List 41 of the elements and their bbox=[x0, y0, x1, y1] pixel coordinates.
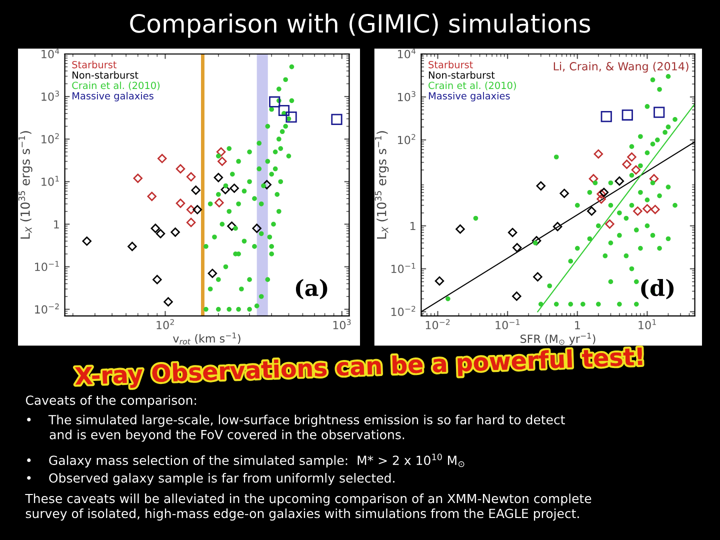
y-tick-label: 1 bbox=[410, 222, 416, 230]
text: Crain et al. (2010) bbox=[72, 82, 160, 90]
annotation: Li, Crain, & Wang (2014) bbox=[554, 62, 688, 73]
text: • Observed galaxy sample is far from uniformly selected. bbox=[27, 473, 394, 486]
x-tick-label: 10$^{1}$ bbox=[638, 319, 656, 330]
text: These caveats will be alleviated in the upcoming comparison of an XMM-Newton complete survey of isolated, high-mass edge-on galaxies with simulations from the EAGLE project. bbox=[25, 494, 592, 521]
x-axis-title: SFR (M$_{⊙}$ yr$^{−1}$) bbox=[520, 332, 596, 346]
text: Crain et al. (2010) bbox=[428, 82, 516, 90]
y-tick-label: 10$^{1}$ bbox=[42, 176, 59, 186]
x-tick-label: 10$^{3}$ bbox=[333, 319, 351, 330]
text: Massive galaxies bbox=[428, 92, 510, 102]
x-tick-label: 10$^{−1}$ bbox=[496, 319, 520, 330]
y-tick-label: 10$^{−1}$ bbox=[391, 263, 416, 274]
text: • Galaxy mass selection of the simulated sample: M* > 2 x 10$^{10}$ M$_{⊙}$ bbox=[27, 454, 464, 468]
text: • The simulated large-scale, low-surface brightness emission is so far hard to detect and is even beyond the FoV covered in the observations. bbox=[27, 414, 565, 442]
annotation: (a) bbox=[296, 278, 328, 300]
annotation: (d) bbox=[641, 278, 674, 300]
text: X-ray Observations can be a powerful test! bbox=[74, 346, 642, 390]
y-tick-label: 10$^{3}$ bbox=[42, 90, 59, 101]
x-tick-label: 10$^{−2}$ bbox=[426, 319, 450, 330]
y-tick-label: 10$^{−1}$ bbox=[35, 260, 59, 272]
text: Non-starburst bbox=[428, 71, 495, 79]
y-tick-label: 10$^{−2}$ bbox=[391, 306, 416, 316]
y-axis-title: L$_{X}$ (10$^{35}$ ergs s$^{−1}$) bbox=[18, 131, 32, 239]
y-tick-label: 10$^{4}$ bbox=[398, 48, 416, 58]
text: Starburst bbox=[72, 60, 117, 68]
y-tick-label: 1 bbox=[54, 220, 59, 228]
y-axis-title: L$_{X}$ (10$^{35}$ ergs s$^{−1}$) bbox=[374, 131, 389, 239]
x-axis-title: v$_{rot}$ (km s$^{−1}$) bbox=[173, 332, 240, 344]
x-tick-label: 1 bbox=[575, 321, 580, 330]
text: Non-starburst bbox=[72, 71, 138, 79]
y-tick-label: 10$^{4}$ bbox=[42, 48, 60, 58]
text: Massive galaxies bbox=[72, 92, 154, 102]
y-tick-label: 10$^{2}$ bbox=[42, 133, 59, 144]
text: Caveats of the comparison: bbox=[26, 395, 196, 408]
x-tick-label: 10$^{2}$ bbox=[156, 319, 174, 330]
chart-title: Comparison with (GIMIC) simulations bbox=[130, 14, 590, 38]
y-tick-label: 10$^{3}$ bbox=[398, 91, 416, 102]
y-tick-label: 10$^{−2}$ bbox=[35, 303, 59, 314]
y-tick-label: 10$^{2}$ bbox=[398, 134, 416, 144]
text: Starburst bbox=[428, 60, 473, 68]
